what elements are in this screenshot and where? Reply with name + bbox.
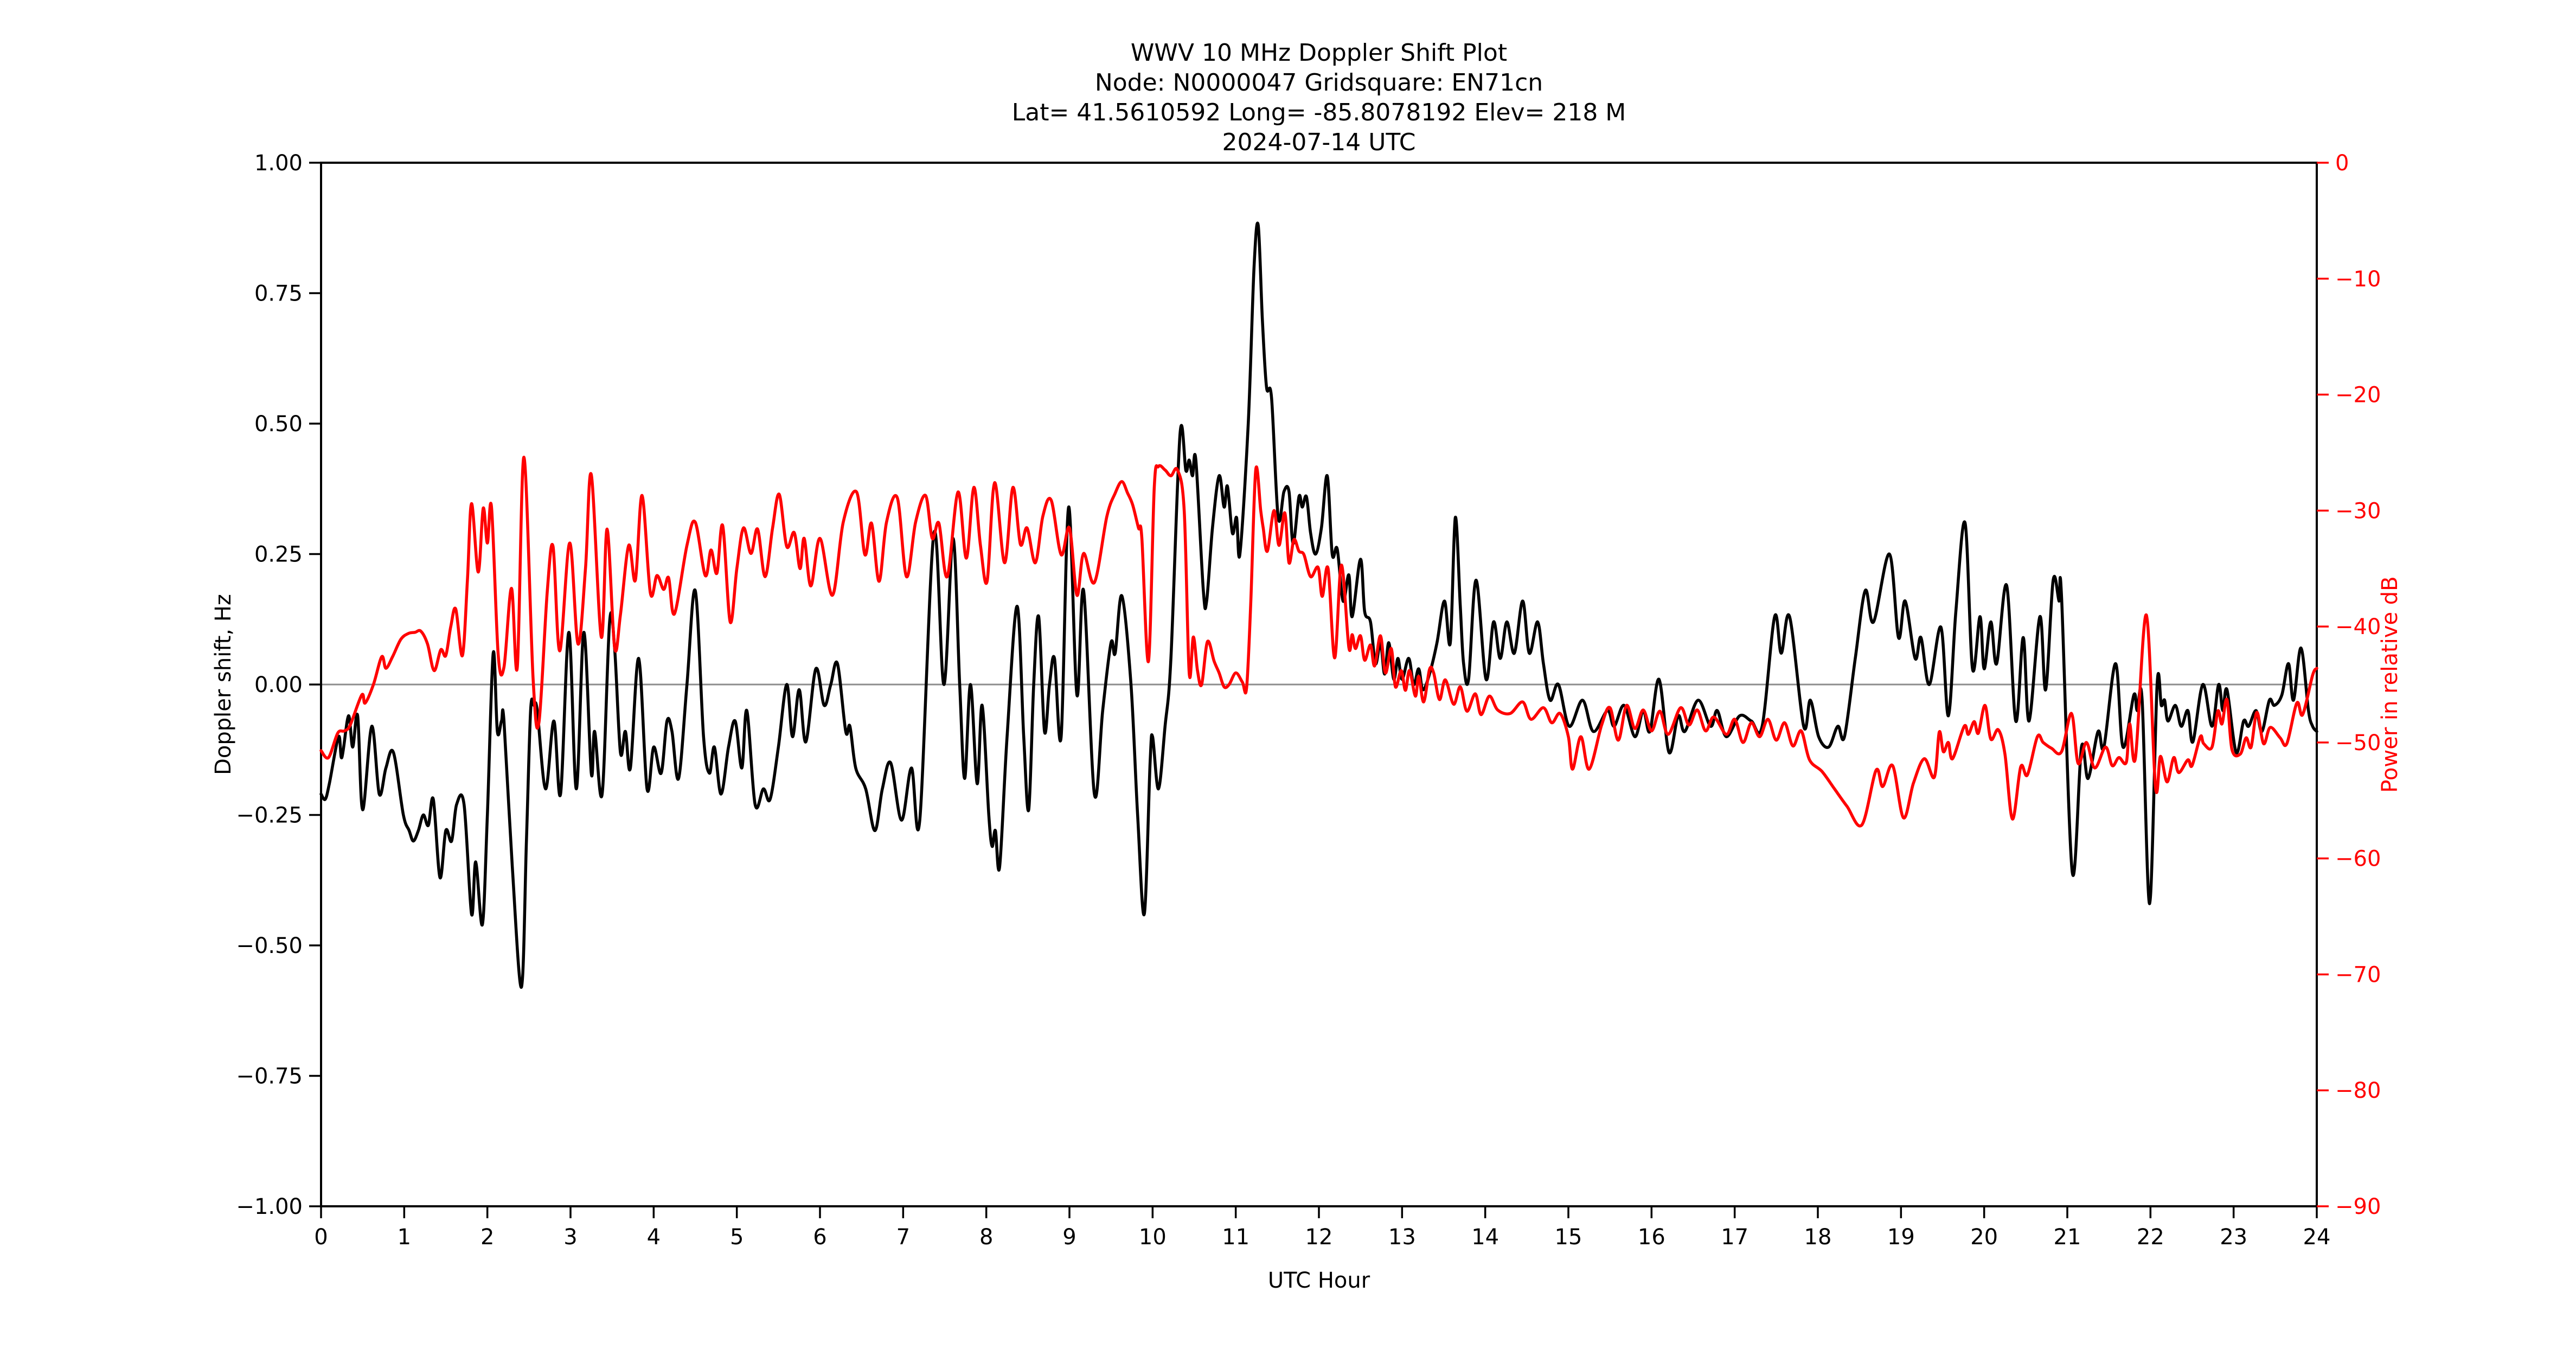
x-tick-label: 11 — [1222, 1225, 1249, 1250]
doppler-shift-hz-curve — [319, 221, 2318, 989]
y-right-tick-label: −90 — [2335, 1194, 2381, 1219]
y-right-tick-label: −80 — [2335, 1078, 2381, 1103]
x-tick-label: 20 — [1970, 1225, 1998, 1250]
x-tick-label: 5 — [730, 1225, 744, 1250]
y-left-tick-label: −1.00 — [236, 1194, 303, 1219]
y-right-tick-label: −10 — [2335, 267, 2381, 292]
x-tick-label: 16 — [1638, 1225, 1665, 1250]
x-tick-label: 2 — [480, 1225, 494, 1250]
y-left-tick-label: 0.25 — [254, 542, 303, 567]
right-axis-label: Power in relative dB — [2378, 576, 2402, 792]
x-tick-label: 6 — [813, 1225, 826, 1250]
y-left-tick-label: −0.25 — [236, 803, 303, 828]
x-tick-label: 18 — [1804, 1225, 1832, 1250]
y-left-tick-label: 0.75 — [254, 282, 303, 306]
x-tick-label: 14 — [1471, 1225, 1499, 1250]
x-tick-label: 17 — [1721, 1225, 1748, 1250]
x-tick-label: 12 — [1305, 1225, 1333, 1250]
x-tick-label: 24 — [2303, 1225, 2331, 1250]
y-right-tick-label: 0 — [2335, 151, 2349, 176]
x-tick-label: 7 — [896, 1225, 910, 1250]
x-tick-label: 13 — [1388, 1225, 1416, 1250]
title-line-4: 2024-07-14 UTC — [1222, 129, 1416, 156]
x-tick-label: 10 — [1139, 1225, 1167, 1250]
y-right-tick-label: −50 — [2335, 731, 2381, 756]
y-left-tick-label: 1.00 — [254, 151, 303, 176]
y-left-tick-label: −0.75 — [236, 1064, 303, 1089]
series-curves — [319, 221, 2318, 989]
y-right-tick-label: −30 — [2335, 498, 2381, 523]
title-line-2: Node: N0000047 Gridsquare: EN71cn — [1095, 69, 1543, 97]
x-tick-label: 3 — [563, 1225, 577, 1250]
x-tick-label: 21 — [2054, 1225, 2081, 1250]
y-right-tick-label: −20 — [2335, 383, 2381, 408]
x-tick-label: 19 — [1887, 1225, 1915, 1250]
x-tick-label: 15 — [1555, 1225, 1582, 1250]
chart-title: WWV 10 MHz Doppler Shift Plot Node: N000… — [1012, 39, 1626, 156]
power-relative-db-curve — [319, 456, 2318, 828]
x-tick-label: 9 — [1062, 1225, 1076, 1250]
y-left-tick-label: 0.00 — [254, 673, 303, 698]
left-axis-label: Doppler shift, Hz — [211, 594, 236, 775]
y-right-tick-label: −40 — [2335, 615, 2381, 639]
title-line-3: Lat= 41.5610592 Long= -85.8078192 Elev= … — [1012, 99, 1626, 126]
title-line-1: WWV 10 MHz Doppler Shift Plot — [1131, 39, 1507, 67]
x-tick-label: 23 — [2220, 1225, 2247, 1250]
x-tick-label: 8 — [979, 1225, 993, 1250]
y-right-tick-label: −70 — [2335, 962, 2381, 987]
axes: 0 1 2 3 4 5 6 7 8 9 10 11 12 13 14 15 16 17 18 19 20 21 22 23 24… — [236, 151, 2381, 1250]
y-left-tick-label: 0.50 — [254, 412, 303, 437]
x-axis-label: UTC Hour — [1268, 1268, 1370, 1293]
x-tick-label: 22 — [2137, 1225, 2164, 1250]
x-tick-label: 1 — [398, 1225, 411, 1250]
x-tick-label: 0 — [314, 1225, 328, 1250]
y-left-tick-label: −0.50 — [236, 933, 303, 958]
x-tick-label: 4 — [647, 1225, 661, 1250]
y-right-tick-label: −60 — [2335, 847, 2381, 872]
